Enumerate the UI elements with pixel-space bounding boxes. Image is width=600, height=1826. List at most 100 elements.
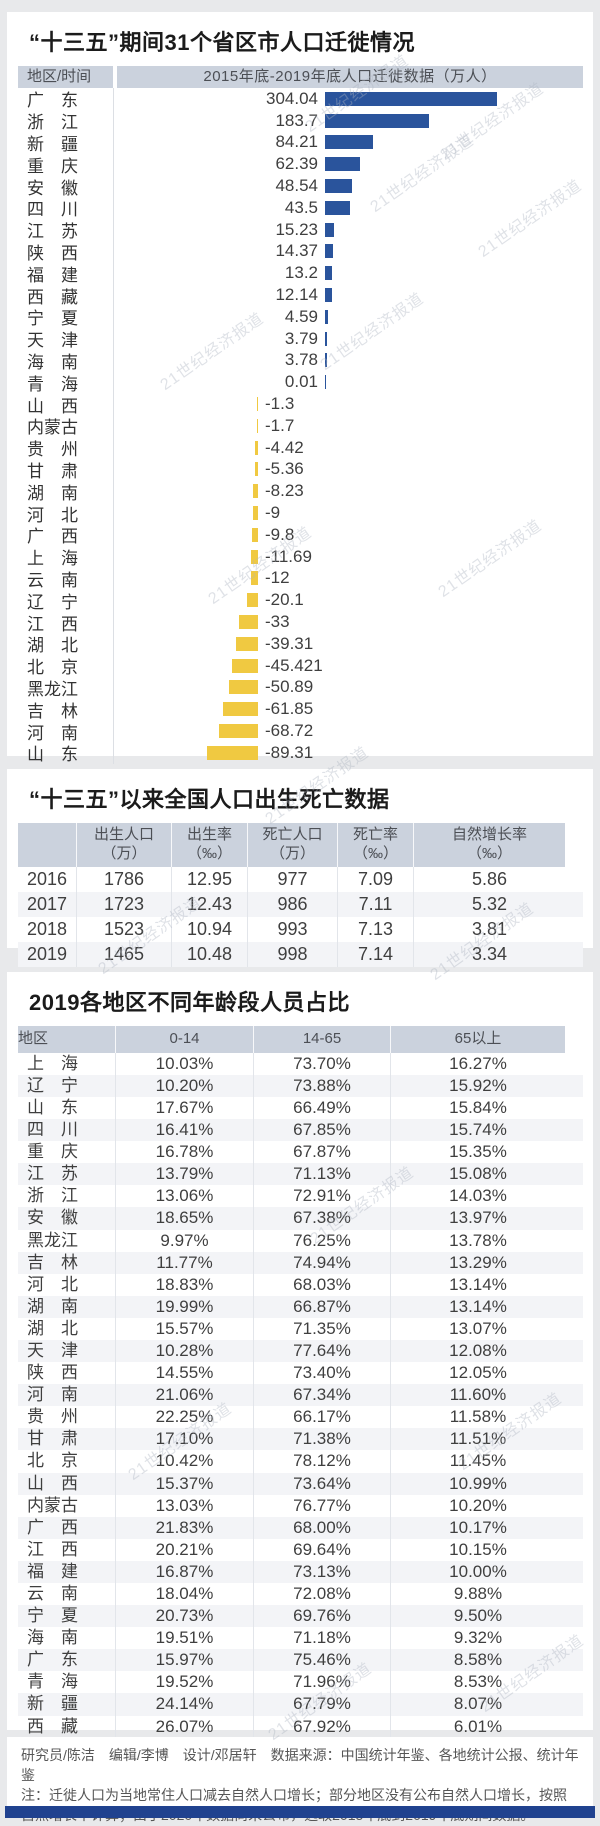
data-cell: 66.17% (253, 1406, 390, 1429)
region-label: 西 藏 (27, 287, 78, 307)
column-header: 自然增长率 （‰） (413, 823, 565, 867)
bar-negative (232, 658, 258, 673)
data-cell: 11.45% (390, 1450, 565, 1473)
data-cell: 10.42% (115, 1450, 253, 1473)
data-cell: 17.10% (115, 1428, 253, 1451)
data-cell: 76.25% (253, 1229, 390, 1252)
data-cell: 1465 (76, 941, 171, 967)
data-cell: 11.51% (390, 1428, 565, 1451)
table-row: 内蒙古 13.03% 76.77% 10.20% (18, 1494, 583, 1517)
value-label: -11.69 (265, 546, 312, 566)
column-header: 出生率 （‰） (171, 823, 247, 867)
chart-row-plot-area: -8.23 (113, 480, 583, 503)
table-row: 青 海 19.52% 71.96% 8.53% (18, 1671, 583, 1694)
header-line: 自然增长率 (451, 826, 527, 843)
data-cell: 10.15% (390, 1538, 565, 1561)
bar-negative (257, 397, 258, 412)
data-cell: 67.79% (253, 1693, 390, 1716)
region-label: 四 川 (27, 200, 78, 220)
region-label: 广 西 (27, 527, 78, 547)
chart-row-plot-area: -4.42 (113, 436, 583, 459)
chart-row-plot-area: -50.89 (113, 676, 583, 699)
data-cell: 10.20% (390, 1494, 565, 1517)
chart-row: 重 庆 62.39 (18, 153, 583, 176)
value-label: 14.37 (275, 241, 318, 261)
data-cell: 71.13% (253, 1163, 390, 1186)
value-label: 43.5 (284, 197, 318, 217)
table-row: 吉 林 11.77% 74.94% 13.29% (18, 1251, 583, 1274)
bar-negative (207, 745, 258, 760)
table-row: 新 疆 24.14% 67.79% 8.07% (18, 1693, 583, 1716)
bar-negative (246, 593, 258, 608)
row-label: 贵 州 (27, 1407, 78, 1427)
chart-row: 海 南 3.78 (18, 349, 583, 372)
table-row: 北 京 10.42% 78.12% 11.45% (18, 1450, 583, 1473)
data-cell: 16.41% (115, 1119, 253, 1142)
data-cell: 5.86 (413, 866, 565, 892)
data-cell: 977 (247, 866, 337, 892)
column-header (18, 823, 76, 867)
table-row: 天 津 10.28% 77.64% 12.08% (18, 1339, 583, 1363)
data-cell: 22.25% (115, 1406, 253, 1429)
data-cell: 1786 (76, 866, 171, 892)
data-cell: 13.29% (390, 1251, 565, 1274)
data-cell: 998 (247, 941, 337, 967)
data-cell: 15.57% (115, 1317, 253, 1340)
value-label: -61.85 (265, 699, 314, 719)
table-row: 江 苏 13.79% 71.13% 15.08% (18, 1163, 583, 1186)
data-cell: 12.08% (390, 1339, 565, 1363)
data-cell: 73.40% (253, 1362, 390, 1385)
data-cell: 5.32 (413, 891, 565, 917)
value-label: -89.31 (265, 742, 314, 762)
bar-negative (235, 636, 258, 651)
data-cell: 24.14% (115, 1693, 253, 1716)
header-line: 出生率 (186, 826, 232, 843)
table-row: 湖 北 15.57% 71.35% 13.07% (18, 1317, 583, 1340)
data-cell: 10.20% (115, 1074, 253, 1097)
value-label: -50.89 (265, 677, 314, 697)
data-cell: 10.99% (390, 1472, 565, 1495)
bar-positive (325, 91, 498, 106)
data-cell: 21.06% (115, 1384, 253, 1407)
table-row: 宁 夏 20.73% 69.76% 9.50% (18, 1605, 583, 1628)
row-label: 河 北 (27, 1274, 78, 1294)
data-cell: 73.88% (253, 1074, 390, 1097)
row-label: 四 川 (27, 1120, 78, 1140)
data-cell: 13.78% (390, 1229, 565, 1252)
row-label: 浙 江 (27, 1186, 78, 1206)
chart-row: 甘 肃 -5.36 (18, 458, 583, 481)
data-cell: 7.11 (337, 891, 413, 917)
data-cell: 10.28% (115, 1339, 253, 1363)
data-cell: 10.03% (115, 1052, 253, 1075)
table-row: 上 海 10.03% 73.70% 16.27% (18, 1052, 583, 1075)
chart-row: 广 东 304.04 (18, 88, 583, 110)
table-row: 山 西 15.37% 73.64% 10.99% (18, 1472, 583, 1495)
header-line: （万） (269, 844, 315, 862)
region-label: 江 西 (27, 614, 78, 634)
chart-row-plot-area: -89.31 (113, 741, 583, 764)
birth-death-section: “十三五”以来全国人口出生死亡数据 出生人口 （万） 出生率 （‰） 死亡人口 （万） 死亡… (7, 769, 593, 967)
data-cell: 14.03% (390, 1185, 565, 1208)
row-label: 福 建 (27, 1561, 78, 1581)
value-label: 304.04 (266, 88, 318, 108)
data-cell: 73.13% (253, 1560, 390, 1583)
data-cell: 14.55% (115, 1362, 253, 1385)
data-cell: 18.83% (115, 1273, 253, 1296)
table-row: 湖 南 19.99% 66.87% 13.14% (18, 1295, 583, 1318)
data-cell: 8.07% (390, 1693, 565, 1716)
region-label: 山 西 (27, 396, 78, 416)
bar-negative (251, 549, 258, 564)
bar-positive (325, 200, 350, 215)
value-label: 62.39 (275, 154, 318, 174)
bar-negative (239, 615, 258, 630)
bar-negative (252, 527, 258, 542)
row-label: 安 徽 (27, 1208, 78, 1228)
data-cell: 13.03% (115, 1494, 253, 1517)
table-row: 辽 宁 10.20% 73.88% 15.92% (18, 1074, 583, 1097)
region-label: 河 南 (27, 723, 78, 743)
data-cell: 7.13 (337, 916, 413, 942)
chart-row-plot-area: -61.85 (113, 698, 583, 721)
region-label: 天 津 (27, 331, 78, 351)
chart-row: 四 川 43.5 (18, 196, 583, 220)
row-label: 江 西 (27, 1539, 78, 1559)
